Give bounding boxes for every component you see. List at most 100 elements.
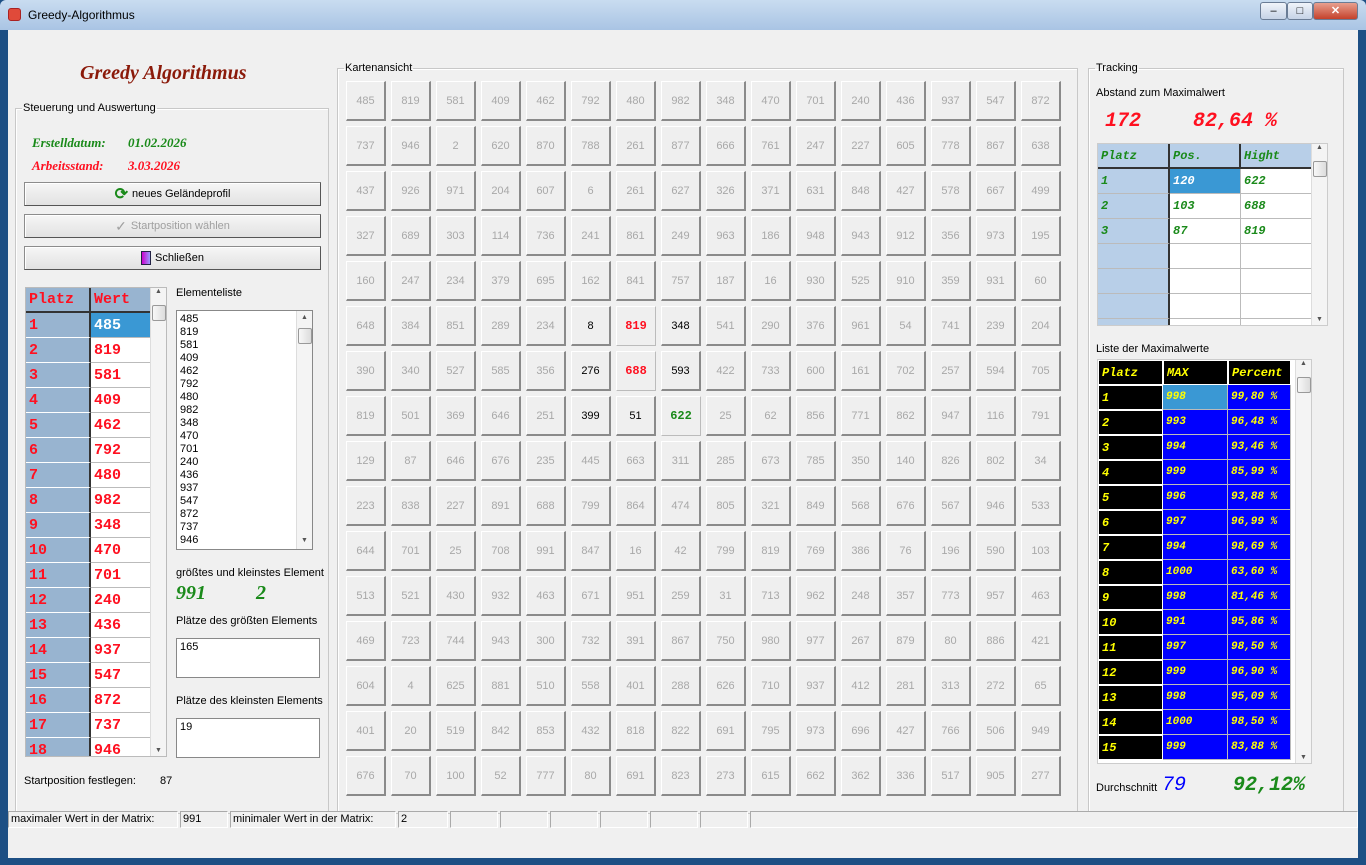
map-cell-button[interactable]: 547 bbox=[976, 81, 1016, 121]
map-cell-button[interactable]: 51 bbox=[616, 396, 656, 436]
map-cell-button[interactable]: 864 bbox=[616, 486, 656, 526]
map-cell-button[interactable]: 585 bbox=[481, 351, 521, 391]
map-cell-button[interactable]: 326 bbox=[706, 171, 746, 211]
tracking-height[interactable] bbox=[1241, 319, 1312, 325]
map-cell-button[interactable]: 932 bbox=[481, 576, 521, 616]
map-cell-button[interactable]: 646 bbox=[436, 441, 476, 481]
tracking-row[interactable]: 2 103 688 bbox=[1098, 194, 1327, 219]
map-cell-button[interactable]: 34 bbox=[1021, 441, 1061, 481]
table-row[interactable]: 7 480 bbox=[26, 463, 166, 488]
map-cell-button[interactable]: 103 bbox=[1021, 531, 1061, 571]
table-row[interactable]: 10 470 bbox=[26, 538, 166, 563]
map-cell-button[interactable]: 673 bbox=[751, 441, 791, 481]
map-cell-button[interactable]: 605 bbox=[886, 126, 926, 166]
map-cell-button[interactable]: 359 bbox=[931, 261, 971, 301]
column-header[interactable]: MAX bbox=[1163, 360, 1228, 385]
map-cell-button[interactable]: 708 bbox=[481, 531, 521, 571]
map-cell-button[interactable]: 186 bbox=[751, 216, 791, 256]
map-cell-button[interactable]: 259 bbox=[661, 576, 701, 616]
tracking-table[interactable]: ▲ ▼ Platz Pos. Hight 1 120 622 2 103 688 3 87 819 bbox=[1097, 143, 1328, 326]
map-cell-button[interactable]: 436 bbox=[886, 81, 926, 121]
map-cell-button[interactable]: 695 bbox=[526, 261, 566, 301]
element-list-item[interactable]: 485 bbox=[180, 313, 199, 325]
map-cell-button[interactable]: 25 bbox=[706, 396, 746, 436]
map-cell-button[interactable]: 116 bbox=[976, 396, 1016, 436]
map-cell-button[interactable]: 362 bbox=[841, 756, 881, 796]
map-cell-button[interactable]: 819 bbox=[391, 81, 431, 121]
map-cell-button[interactable]: 277 bbox=[1021, 756, 1061, 796]
map-cell-button[interactable]: 521 bbox=[391, 576, 431, 616]
element-list-item[interactable]: 982 bbox=[180, 404, 199, 416]
map-cell-button[interactable]: 625 bbox=[436, 666, 476, 706]
map-cell-button[interactable]: 469 bbox=[346, 621, 386, 661]
max-percent[interactable]: 81,46 % bbox=[1228, 585, 1291, 610]
map-cell-button[interactable]: 615 bbox=[751, 756, 791, 796]
tracking-height[interactable]: 688 bbox=[1241, 194, 1312, 219]
row-value[interactable]: 436 bbox=[91, 613, 151, 638]
table-row[interactable]: 4 409 bbox=[26, 388, 166, 413]
map-cell-button[interactable]: 689 bbox=[391, 216, 431, 256]
map-cell-button[interactable]: 384 bbox=[391, 306, 431, 346]
map-cell-button[interactable]: 667 bbox=[976, 171, 1016, 211]
map-cell-button[interactable]: 627 bbox=[661, 171, 701, 211]
max-percent[interactable]: 63,60 % bbox=[1228, 560, 1291, 585]
map-cell-button[interactable]: 519 bbox=[436, 711, 476, 751]
map-cell-button[interactable]: 6 bbox=[571, 171, 611, 211]
column-header[interactable]: Platz bbox=[26, 288, 91, 313]
map-cell-button[interactable]: 196 bbox=[931, 531, 971, 571]
row-value[interactable]: 485 bbox=[91, 313, 151, 338]
new-terrain-button[interactable]: ⟳ neues Geländeprofil bbox=[24, 182, 321, 206]
map-cell-button[interactable]: 234 bbox=[526, 306, 566, 346]
map-cell-button[interactable]: 963 bbox=[706, 216, 746, 256]
element-list-item[interactable]: 240 bbox=[180, 456, 199, 468]
map-cell-button[interactable]: 851 bbox=[436, 306, 476, 346]
map-cell-button[interactable]: 204 bbox=[481, 171, 521, 211]
map-cell-button[interactable]: 247 bbox=[796, 126, 836, 166]
max-percent[interactable]: 83,88 % bbox=[1228, 735, 1291, 760]
map-cell-button[interactable]: 947 bbox=[931, 396, 971, 436]
map-cell-button[interactable]: 737 bbox=[346, 126, 386, 166]
table-row[interactable]: 16 872 bbox=[26, 688, 166, 713]
map-cell-button[interactable]: 42 bbox=[661, 531, 701, 571]
tracking-position[interactable]: 103 bbox=[1170, 194, 1241, 219]
tracking-row[interactable] bbox=[1098, 244, 1327, 269]
map-cell-button[interactable]: 951 bbox=[616, 576, 656, 616]
map-cell-button[interactable]: 391 bbox=[616, 621, 656, 661]
map-cell-button[interactable]: 100 bbox=[436, 756, 476, 796]
row-value[interactable]: 792 bbox=[91, 438, 151, 463]
row-value[interactable]: 547 bbox=[91, 663, 151, 688]
tracking-row[interactable] bbox=[1098, 269, 1327, 294]
map-cell-button[interactable]: 648 bbox=[346, 306, 386, 346]
map-cell-button[interactable]: 162 bbox=[571, 261, 611, 301]
map-cell-button[interactable]: 462 bbox=[526, 81, 566, 121]
map-cell-button[interactable]: 600 bbox=[796, 351, 836, 391]
map-cell-button[interactable]: 688 bbox=[616, 351, 656, 391]
element-list-item[interactable]: 436 bbox=[180, 469, 199, 481]
max-percent[interactable]: 96,90 % bbox=[1228, 660, 1291, 685]
map-cell-button[interactable]: 430 bbox=[436, 576, 476, 616]
max-value[interactable]: 998 bbox=[1163, 585, 1228, 610]
map-cell-button[interactable]: 204 bbox=[1021, 306, 1061, 346]
map-cell-button[interactable]: 946 bbox=[391, 126, 431, 166]
map-cell-button[interactable]: 819 bbox=[751, 531, 791, 571]
map-cell-button[interactable]: 80 bbox=[931, 621, 971, 661]
map-cell-button[interactable]: 261 bbox=[616, 126, 656, 166]
map-cell-button[interactable]: 160 bbox=[346, 261, 386, 301]
map-cell-button[interactable]: 525 bbox=[841, 261, 881, 301]
map-cell-button[interactable]: 949 bbox=[1021, 711, 1061, 751]
map-cell-button[interactable]: 676 bbox=[346, 756, 386, 796]
map-cell-button[interactable]: 227 bbox=[841, 126, 881, 166]
element-list-item[interactable]: 581 bbox=[180, 339, 199, 351]
map-cell-button[interactable]: 336 bbox=[886, 756, 926, 796]
map-cell-button[interactable]: 757 bbox=[661, 261, 701, 301]
map-cell-button[interactable]: 991 bbox=[526, 531, 566, 571]
map-cell-button[interactable]: 943 bbox=[481, 621, 521, 661]
row-value[interactable]: 480 bbox=[91, 463, 151, 488]
max-row[interactable]: 2 993 96,48 % bbox=[1098, 410, 1311, 435]
table-row[interactable]: 5 462 bbox=[26, 413, 166, 438]
max-percent[interactable]: 98,50 % bbox=[1228, 635, 1291, 660]
map-cell-button[interactable]: 691 bbox=[616, 756, 656, 796]
map-cell-button[interactable]: 879 bbox=[886, 621, 926, 661]
tracking-row[interactable]: 1 120 622 bbox=[1098, 169, 1327, 194]
map-cell-button[interactable]: 25 bbox=[436, 531, 476, 571]
